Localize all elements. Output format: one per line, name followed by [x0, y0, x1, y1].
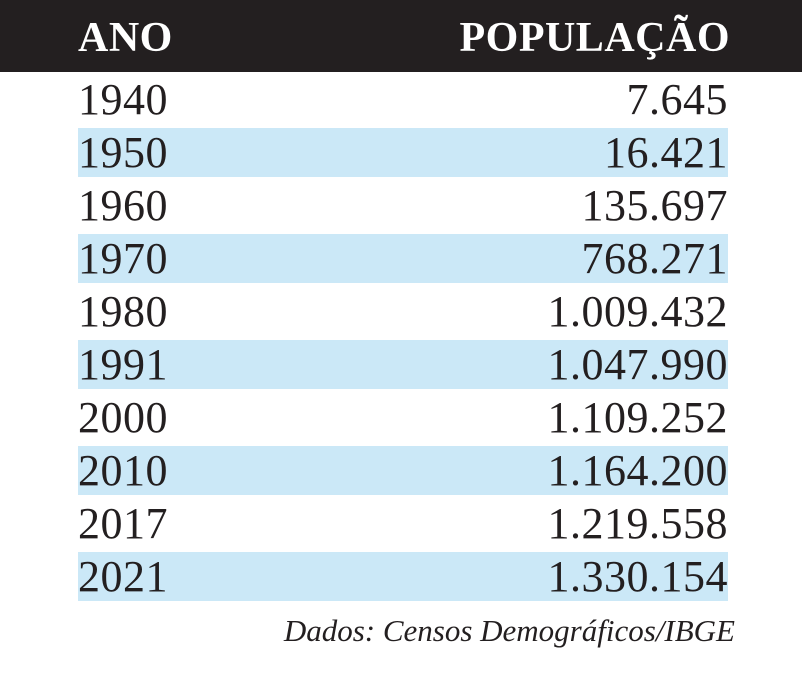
year-cell: 2017	[78, 499, 168, 548]
year-cell: 1970	[78, 234, 168, 283]
table-header: ANO POPULAÇÃO	[0, 0, 802, 72]
table-row: 2000 1.109.252	[25, 391, 782, 444]
population-cell: 1.330.154	[547, 552, 728, 601]
year-cell: 2000	[78, 393, 168, 442]
table-row: 1970 768.271	[25, 232, 782, 285]
table-row: 1980 1.009.432	[25, 285, 782, 338]
population-cell: 1.219.558	[547, 499, 728, 548]
table-row: 1940 7.645	[25, 73, 782, 126]
table-row: 1950 16.421	[25, 126, 782, 179]
population-cell: 16.421	[604, 128, 728, 177]
population-cell: 1.164.200	[547, 446, 728, 495]
year-cell: 1960	[78, 181, 168, 230]
table-body: 1940 7.645 1950 16.421 1960 135.697 1970 768.27…	[0, 72, 802, 603]
table-row: 2021 1.330.154	[25, 550, 782, 603]
year-cell: 1940	[78, 75, 168, 124]
year-cell: 1980	[78, 287, 168, 336]
table-row: 2010 1.164.200	[25, 444, 782, 497]
population-cell: 1.047.990	[547, 340, 728, 389]
table-row: 2017 1.219.558	[25, 497, 782, 550]
population-cell: 7.645	[626, 75, 728, 124]
population-cell: 1.109.252	[547, 393, 728, 442]
population-cell: 768.271	[581, 234, 728, 283]
year-cell: 2010	[78, 446, 168, 495]
column-header-ano: ANO	[78, 15, 173, 61]
table-row: 1960 135.697	[25, 179, 782, 232]
year-cell: 1950	[78, 128, 168, 177]
year-cell: 2021	[78, 552, 168, 601]
source-note: Dados: Censos Demográficos/IBGE	[283, 613, 735, 648]
population-cell: 1.009.432	[547, 287, 728, 336]
column-header-populacao: POPULAÇÃO	[459, 15, 730, 61]
population-cell: 135.697	[581, 181, 728, 230]
table-row: 1991 1.047.990	[25, 338, 782, 391]
year-cell: 1991	[78, 340, 168, 389]
